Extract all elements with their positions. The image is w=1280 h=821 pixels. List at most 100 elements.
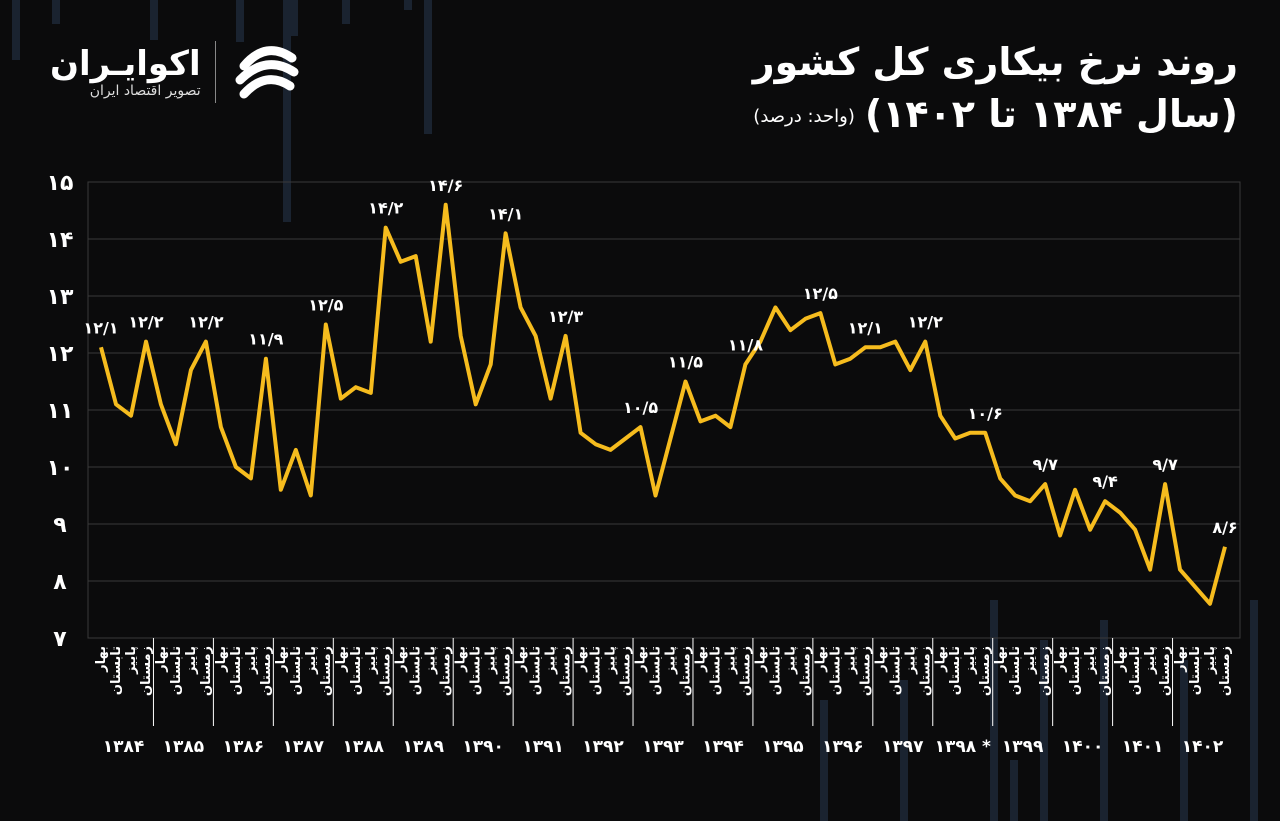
x-tick-label: بهار [993, 646, 1008, 673]
x-tick-label: زمستان [1098, 646, 1113, 696]
x-tick-label: زمستان [1158, 646, 1173, 696]
x-tick-label: بهار [1113, 646, 1128, 673]
year-label: ۱۳۹۹ [1002, 737, 1044, 757]
chart-subtitle-row: (سال ۱۳۸۴ تا ۱۴۰۲) (واحد: درصد) [753, 90, 1238, 141]
data-label: ۱۲/۲ [908, 313, 943, 332]
unit-label: (واحد: درصد) [753, 105, 855, 127]
x-tick-label: بهار [94, 646, 109, 673]
data-label: ۱۲/۵ [803, 284, 838, 303]
x-tick-label: بهار [634, 646, 649, 673]
x-tick-label: تابستان [529, 646, 544, 695]
data-label: ۱۲/۱ [83, 318, 118, 337]
year-label: ۱۳۸۷ [283, 737, 325, 757]
data-label: ۹/۴ [1092, 472, 1118, 491]
y-tick-label: ۸ [53, 570, 67, 595]
year-label: ۱۳۹۸ * [935, 737, 991, 757]
data-label: ۹/۷ [1032, 455, 1058, 474]
background-bar [820, 700, 828, 821]
x-tick-label: زمستان [858, 646, 873, 696]
logo-name: اکوایـران [50, 44, 201, 84]
background-bar [236, 0, 244, 42]
x-tick-label: بهار [274, 646, 289, 673]
background-bar [424, 0, 432, 134]
x-tick-label: زمستان [678, 646, 693, 696]
x-tick-label: تابستان [349, 646, 364, 695]
x-tick-label: تابستان [469, 646, 484, 695]
year-label: ۱۴۰۱ [1122, 737, 1164, 757]
x-tick-label: زمستان [139, 646, 154, 696]
x-tick-label: تابستان [169, 646, 184, 695]
x-tick-label: پاییز [963, 646, 978, 675]
x-tick-label: تابستان [589, 646, 604, 695]
data-label: ۱۱/۵ [668, 353, 703, 372]
y-tick-label: ۱۵ [47, 171, 74, 196]
year-label: ۱۳۹۶ [822, 737, 864, 757]
background-bar [12, 0, 20, 60]
chart-subtitle: (سال ۱۳۸۴ تا ۱۴۰۲) [864, 92, 1238, 136]
x-tick-label: بهار [394, 646, 409, 673]
chart-title: روند نرخ بیکاری کل کشور [752, 40, 1238, 84]
logo-tagline: تصویر اقتصاد ایران [89, 83, 201, 99]
x-tick-label: بهار [154, 646, 169, 673]
x-tick-label: زمستان [439, 646, 454, 696]
data-labels: ۱۲/۱ ۱۲/۲ ۱۲/۲ ۱۱/۹ ۱۲/۵ ۱۴/۲ ۱۴/۶ ۱۴/۱ ۱۲/۳ ۱۰/۵… [83, 176, 1237, 537]
year-label: ۱۳۸۴ [103, 737, 145, 757]
background-bar [404, 0, 412, 10]
data-label: ۱۴/۶ [428, 176, 463, 195]
background-bar [1250, 600, 1258, 821]
year-label: ۱۳۹۵ [762, 737, 804, 757]
logo: اکوایـران تصویر اقتصاد ایران [50, 36, 302, 108]
x-tick-label: تابستان [1188, 646, 1203, 695]
x-tick-label: پاییز [304, 646, 319, 675]
x-tick-label: تابستان [948, 646, 963, 695]
x-axis: بهار تابستان پاییز زمستان بهار تابستان پاییز زم… [94, 638, 1233, 757]
x-tick-label: زمستان [199, 646, 214, 696]
data-label: ۱۲/۳ [548, 307, 583, 326]
data-label: ۱۲/۲ [188, 313, 223, 332]
x-tick-label: تابستان [768, 646, 783, 695]
data-label: ۱۴/۲ [368, 199, 403, 218]
year-label: ۱۴۰۰ [1062, 737, 1104, 757]
background-bar [990, 600, 998, 821]
x-tick-label: زمستان [1218, 646, 1233, 696]
x-tick-label: زمستان [798, 646, 813, 696]
background-bar [900, 680, 908, 821]
x-tick-label: پاییز [1023, 646, 1038, 675]
x-tick-label: پاییز [663, 646, 678, 675]
x-tick-label: زمستان [499, 646, 514, 696]
y-tick-label: ۷ [53, 627, 67, 652]
year-label: ۱۳۹۳ [642, 737, 684, 757]
data-label: ۱۲/۲ [128, 313, 163, 332]
year-label: ۱۳۹۱ [522, 737, 564, 757]
x-tick-label: تابستان [888, 646, 903, 695]
background-bar [1010, 760, 1018, 821]
x-tick-label: زمستان [319, 646, 334, 696]
year-label: ۱۳۹۰ [462, 737, 504, 757]
x-tick-label: پاییز [364, 646, 379, 675]
x-tick-label: بهار [214, 646, 229, 673]
x-tick-label: زمستان [978, 646, 993, 696]
x-tick-label: زمستان [619, 646, 634, 696]
year-label: ۱۳۹۴ [702, 737, 744, 757]
x-tick-label: پاییز [184, 646, 199, 675]
background-bar [342, 0, 350, 24]
x-tick-label: پاییز [124, 646, 139, 675]
x-tick-label: بهار [334, 646, 349, 673]
y-tick-label: ۱۰ [47, 456, 74, 481]
y-tick-label: ۱۳ [47, 285, 74, 310]
x-tick-label: بهار [454, 646, 469, 673]
x-tick-label: پاییز [484, 646, 499, 675]
x-tick-label: پاییز [424, 646, 439, 675]
x-tick-label: زمستان [1038, 646, 1053, 696]
x-tick-label: پاییز [604, 646, 619, 675]
series-line [99, 202, 1227, 606]
x-tick-label: زمستان [259, 646, 274, 696]
year-label: ۱۴۰۲ [1182, 737, 1224, 757]
title-block: روند نرخ بیکاری کل کشور (سال ۱۳۸۴ تا ۱۴۰… [753, 40, 1238, 141]
x-tick-label: بهار [933, 646, 948, 673]
x-tick-label: پاییز [544, 646, 559, 675]
ecoiran-logo-icon [235, 46, 299, 99]
year-label: ۱۳۹۲ [582, 737, 624, 757]
